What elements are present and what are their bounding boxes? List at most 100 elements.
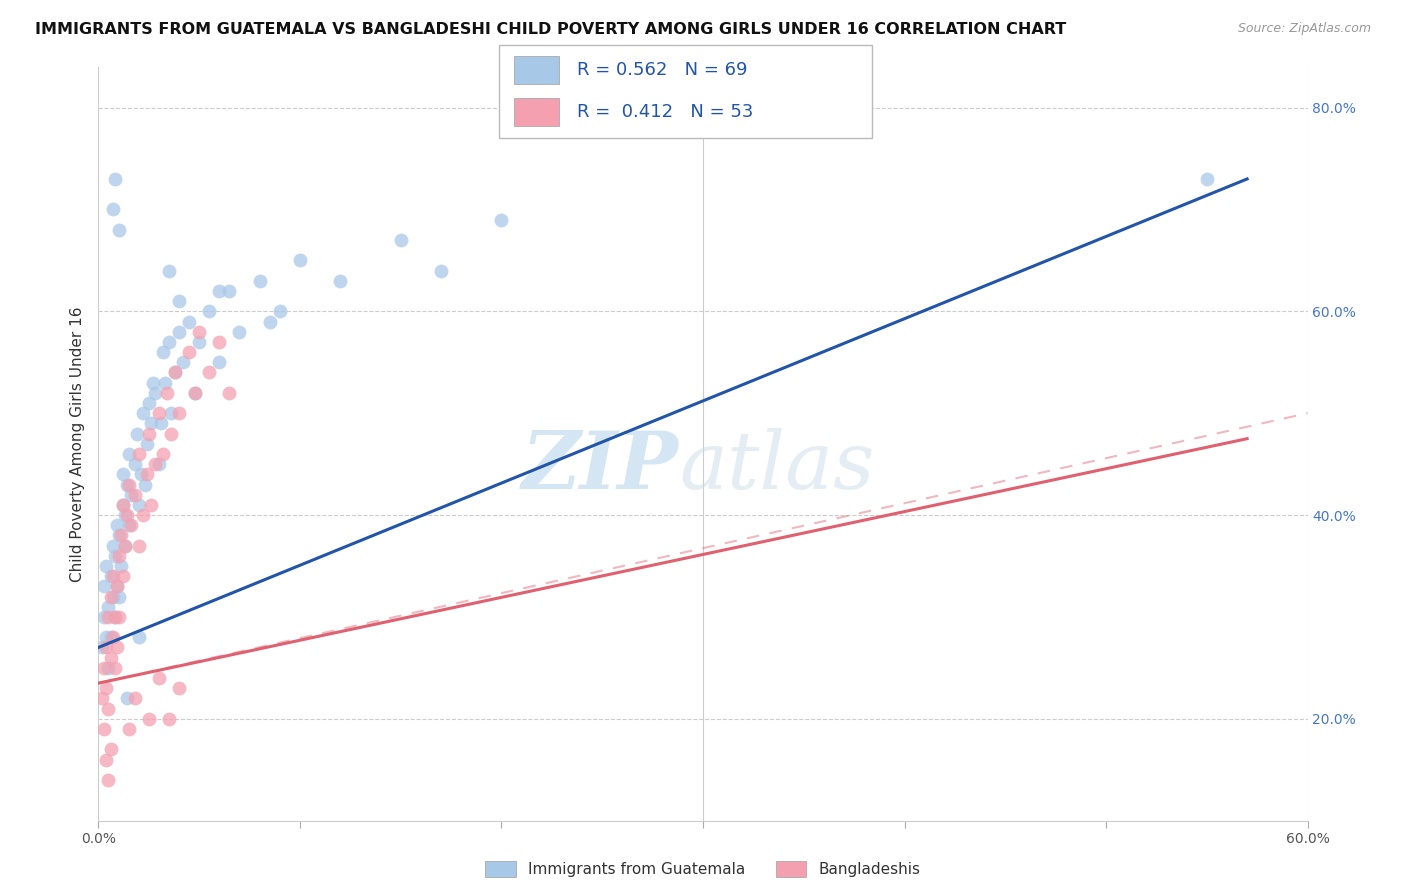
Point: [114, 539, 136, 553]
Point: [184, 385, 207, 400]
Point: [96, 640, 118, 655]
Point: [93, 610, 115, 624]
Point: [111, 498, 134, 512]
Point: [218, 385, 240, 400]
Point: [143, 457, 166, 471]
Point: [110, 528, 132, 542]
Point: [93, 722, 115, 736]
Point: [139, 498, 162, 512]
Point: [167, 681, 190, 696]
Point: [105, 640, 128, 655]
Point: [120, 488, 142, 502]
Text: R =  0.412   N = 53: R = 0.412 N = 53: [578, 103, 754, 121]
Point: [160, 406, 183, 420]
Point: [288, 253, 311, 268]
Point: [138, 712, 160, 726]
Text: IMMIGRANTS FROM GUATEMALA VS BANGLADESHI CHILD POVERTY AMONG GIRLS UNDER 16 CORR: IMMIGRANTS FROM GUATEMALA VS BANGLADESHI…: [35, 22, 1066, 37]
Point: [149, 417, 172, 431]
Point: [115, 691, 138, 706]
Point: [142, 376, 165, 390]
Point: [103, 610, 125, 624]
Point: [101, 569, 124, 583]
Point: [157, 712, 180, 726]
Point: [148, 457, 170, 471]
Point: [167, 294, 190, 309]
Point: [167, 325, 190, 339]
Point: [128, 539, 150, 553]
Point: [128, 498, 150, 512]
Point: [107, 223, 129, 237]
Point: [97, 661, 120, 675]
Point: [100, 590, 122, 604]
Point: [157, 334, 180, 349]
Point: [139, 417, 162, 431]
Point: [160, 426, 183, 441]
Point: [128, 630, 150, 644]
Point: [208, 334, 231, 349]
Point: [208, 284, 231, 298]
Point: [111, 467, 134, 482]
Point: [97, 701, 120, 715]
Point: [114, 508, 136, 522]
Point: [124, 488, 146, 502]
Point: [100, 650, 122, 665]
Point: [93, 661, 115, 675]
Point: [101, 202, 124, 217]
Text: ZIP: ZIP: [522, 427, 679, 505]
Point: [153, 376, 176, 390]
Point: [198, 304, 221, 318]
Point: [118, 477, 141, 491]
Point: [101, 590, 124, 604]
Point: [97, 599, 120, 614]
Point: [96, 630, 118, 644]
Point: [156, 385, 179, 400]
Point: [107, 528, 129, 542]
Point: [107, 549, 129, 563]
Point: [135, 467, 157, 482]
Point: [184, 385, 207, 400]
Point: [115, 477, 138, 491]
Point: [172, 355, 194, 369]
Point: [163, 366, 186, 380]
Point: [124, 457, 146, 471]
Point: [100, 742, 122, 756]
Point: [157, 263, 180, 277]
Point: [430, 263, 453, 277]
Y-axis label: Child Poverty Among Girls Under 16: Child Poverty Among Girls Under 16: [69, 306, 84, 582]
Point: [134, 477, 156, 491]
Point: [148, 671, 170, 685]
Point: [135, 437, 157, 451]
Point: [105, 579, 128, 593]
Point: [228, 325, 250, 339]
Point: [101, 539, 124, 553]
Point: [491, 212, 513, 227]
Point: [128, 447, 150, 461]
Point: [111, 498, 134, 512]
Point: [110, 559, 132, 574]
FancyBboxPatch shape: [499, 45, 872, 138]
Text: R = 0.562   N = 69: R = 0.562 N = 69: [578, 61, 748, 78]
Point: [97, 772, 120, 787]
Point: [138, 426, 160, 441]
Point: [100, 569, 122, 583]
Point: [103, 172, 125, 186]
Point: [188, 325, 211, 339]
Point: [103, 661, 125, 675]
Text: Source: ZipAtlas.com: Source: ZipAtlas.com: [1237, 22, 1371, 36]
Point: [329, 274, 352, 288]
Point: [115, 508, 138, 522]
Point: [96, 559, 118, 574]
Text: atlas: atlas: [679, 427, 875, 505]
Point: [105, 518, 128, 533]
Point: [93, 579, 115, 593]
Point: [1195, 172, 1218, 186]
Point: [188, 334, 211, 349]
Point: [111, 569, 134, 583]
Point: [143, 385, 166, 400]
Point: [105, 579, 128, 593]
Point: [100, 630, 122, 644]
Point: [138, 396, 160, 410]
Point: [179, 345, 201, 359]
Point: [114, 539, 136, 553]
Point: [97, 610, 120, 624]
